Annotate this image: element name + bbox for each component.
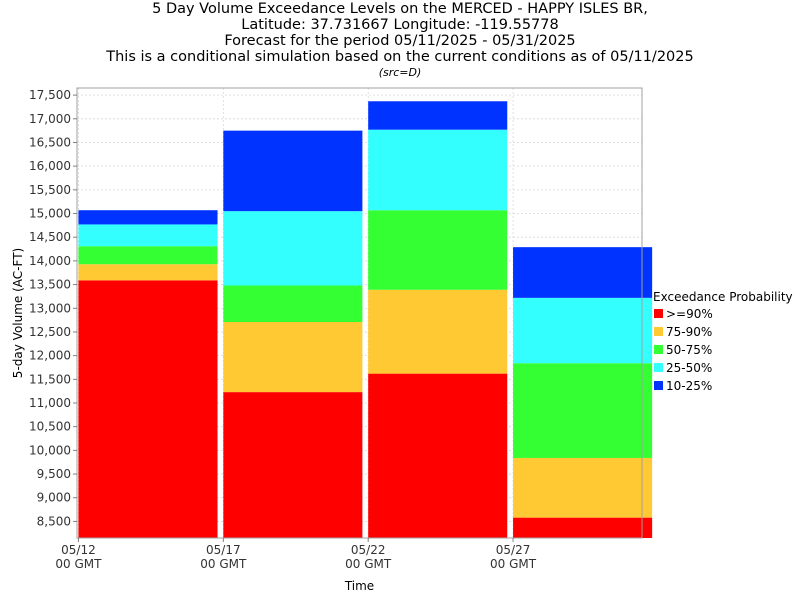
legend-swatch-50-75 [654, 345, 663, 354]
bar-3-segment-50-75 [368, 210, 508, 290]
y-tick-label: 13,500 [29, 278, 71, 292]
title-line-1: 5 Day Volume Exceedance Levels on the ME… [152, 1, 648, 17]
bar-1-segment-10-25 [78, 210, 218, 225]
y-tick-label: 17,000 [29, 112, 71, 126]
bar-3-segment-25-50 [368, 129, 508, 211]
legend-swatch-90 [654, 309, 663, 318]
bar-1-segment-90 [78, 280, 218, 538]
bar-3-segment-10-25 [368, 101, 508, 130]
legend-label-50-75: 50-75% [666, 343, 712, 357]
bar-2-segment-75-90 [223, 322, 363, 393]
x-tick-label-time: 00 GMT [345, 557, 392, 571]
y-tick-label: 8,500 [37, 514, 71, 528]
bar-2-segment-90 [223, 392, 363, 538]
y-tick-label: 12,500 [29, 325, 71, 339]
bar-1-segment-50-75 [78, 246, 218, 265]
x-tick-label-date: 05/27 [496, 543, 531, 557]
bar-3-segment-90 [368, 373, 508, 538]
legend-label-75-90: 75-90% [666, 325, 712, 339]
bar-4-segment-25-50 [513, 297, 653, 364]
bar-4-segment-50-75 [513, 363, 653, 458]
y-tick-label: 10,000 [29, 443, 71, 457]
bar-1-segment-25-50 [78, 224, 218, 247]
title-line-4: This is a conditional simulation based o… [106, 49, 694, 65]
title-line-3: Forecast for the period 05/11/2025 - 05/… [224, 33, 576, 49]
legend-swatch-10-25 [654, 381, 663, 390]
y-axis-title: 5-day Volume (AC-FT) [11, 248, 25, 378]
y-tick-label: 11,500 [29, 372, 71, 386]
y-tick-label: 11,000 [29, 396, 71, 410]
x-tick-label-time: 00 GMT [490, 557, 537, 571]
bar-3-segment-75-90 [368, 289, 508, 374]
x-tick-label-date: 05/12 [61, 543, 96, 557]
y-tick-label: 12,000 [29, 349, 71, 363]
legend-label-25-50: 25-50% [666, 361, 712, 375]
plot-frame [76, 87, 643, 539]
y-tick-label: 14,500 [29, 230, 71, 244]
legend-label-10-25: 10-25% [666, 379, 712, 393]
y-tick-label: 9,000 [37, 491, 71, 505]
x-axis-title: Time [344, 579, 374, 593]
bar-2-segment-25-50 [223, 211, 363, 286]
x-tick-label-date: 05/17 [206, 543, 241, 557]
title-line-2: Latitude: 37.731667 Longitude: -119.5577… [241, 17, 559, 33]
bar-1-segment-75-90 [78, 264, 218, 281]
bar-4-segment-75-90 [513, 457, 653, 518]
bar-4-segment-10-25 [513, 247, 653, 298]
x-tick-label-time: 00 GMT [55, 557, 102, 571]
x-tick-label-date: 05/22 [351, 543, 386, 557]
legend-title: Exceedance Probability [653, 290, 793, 304]
bar-4-segment-90 [513, 517, 653, 538]
x-tick-label-time: 00 GMT [200, 557, 247, 571]
bar-2-segment-50-75 [223, 285, 363, 322]
y-tick-label: 16,000 [29, 159, 71, 173]
legend-swatch-25-50 [654, 363, 663, 372]
y-tick-label: 15,500 [29, 183, 71, 197]
chart-title: 5 Day Volume Exceedance Levels on the ME… [0, 1, 800, 80]
y-tick-label: 13,000 [29, 301, 71, 315]
y-tick-label: 16,500 [29, 135, 71, 149]
y-tick-label: 9,500 [37, 467, 71, 481]
y-tick-label: 14,000 [29, 254, 71, 268]
bar-2-segment-10-25 [223, 130, 363, 212]
y-tick-label: 17,500 [29, 88, 71, 102]
y-tick-label: 15,000 [29, 207, 71, 221]
legend-swatch-75-90 [654, 327, 663, 336]
chart-subtitle: (src=D) [378, 66, 422, 79]
y-tick-label: 10,500 [29, 420, 71, 434]
legend-label-90: >=90% [666, 307, 713, 321]
